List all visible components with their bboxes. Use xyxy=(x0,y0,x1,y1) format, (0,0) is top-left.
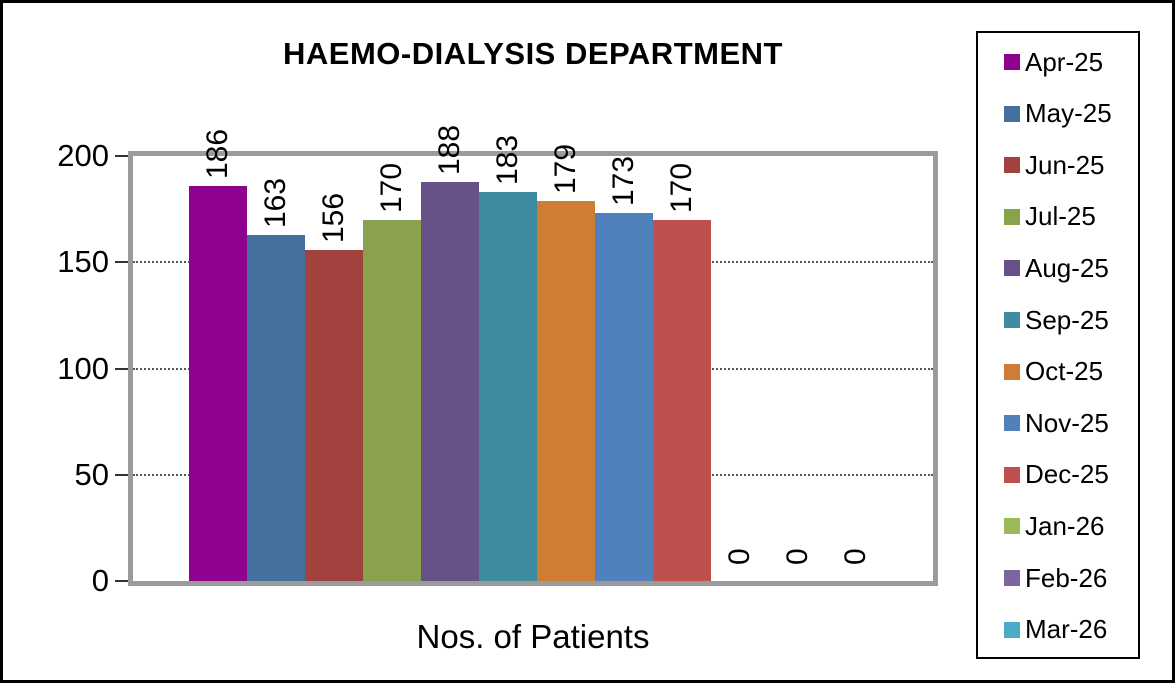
legend-swatch-apr-25 xyxy=(1004,54,1020,70)
legend-item-jan-26: Jan-26 xyxy=(1004,509,1105,543)
bar-value-label-oct-25: 179 xyxy=(549,143,582,194)
legend-item-jul-25: Jul-25 xyxy=(1004,200,1096,234)
y-axis-label-150: 150 xyxy=(57,244,109,280)
bar-value-label-apr-25: 186 xyxy=(201,128,234,179)
legend-swatch-may-25 xyxy=(1004,105,1020,122)
bar-aug-25 xyxy=(421,181,479,581)
legend-item-mar-26: Mar-26 xyxy=(1004,613,1107,647)
legend-swatch-feb-26 xyxy=(1004,570,1020,586)
bar-may-25 xyxy=(247,234,305,581)
legend-swatch-oct-25 xyxy=(1004,363,1020,380)
bar-sep-25 xyxy=(479,192,537,581)
bar-value-label-jun-25: 156 xyxy=(317,192,350,243)
bar-value-label-feb-26: 0 xyxy=(781,548,814,565)
bar-value-label-may-25: 163 xyxy=(259,177,292,228)
legend-label-sep-25: Sep-25 xyxy=(1025,304,1109,335)
bar-value-label-nov-25: 173 xyxy=(607,156,640,207)
legend-label-mar-26: Mar-26 xyxy=(1025,614,1108,645)
bar-value-label-jan-26: 0 xyxy=(723,548,756,565)
legend-item-jun-25: Jun-25 xyxy=(1004,148,1105,182)
legend-item-may-25: May-25 xyxy=(1004,97,1112,131)
legend-label-oct-25: Oct-25 xyxy=(1025,356,1104,387)
y-axis-tick-200 xyxy=(115,155,128,157)
legend-label-aug-25: Aug-25 xyxy=(1025,252,1109,283)
legend: Apr-25 May-25 Jun-25 Jul-25 Aug-25 Sep-25 Oct-… xyxy=(976,31,1140,659)
legend-label-may-25: May-25 xyxy=(1025,98,1112,129)
y-axis-label-0: 0 xyxy=(91,563,109,598)
bar-jul-25 xyxy=(363,219,421,581)
legend-label-jan-26: Jan-26 xyxy=(1025,510,1105,541)
plot-area xyxy=(128,151,938,586)
legend-item-nov-25: Nov-25 xyxy=(1004,406,1109,440)
chart-title: HAEMO-DIALYSIS DEPARTMENT xyxy=(283,36,783,71)
legend-item-aug-25: Aug-25 xyxy=(1004,251,1109,285)
legend-label-jul-25: Jul-25 xyxy=(1025,201,1096,232)
bar-value-label-aug-25: 188 xyxy=(433,124,466,175)
y-axis-tick-150 xyxy=(115,261,128,264)
legend-swatch-jun-25 xyxy=(1004,157,1020,174)
legend-label-apr-25: Apr-25 xyxy=(1025,46,1104,77)
bar-value-label-sep-25: 183 xyxy=(491,135,524,186)
legend-swatch-sep-25 xyxy=(1004,312,1020,328)
legend-item-sep-25: Sep-25 xyxy=(1004,303,1109,337)
y-axis-label-200: 200 xyxy=(57,138,109,173)
legend-item-apr-25: Apr-25 xyxy=(1004,45,1103,79)
bar-dec-25 xyxy=(653,219,711,581)
x-axis-title: Nos. of Patients xyxy=(416,618,650,655)
bar-value-label-mar-26: 0 xyxy=(839,548,872,565)
legend-swatch-dec-25 xyxy=(1004,466,1020,483)
legend-swatch-aug-25 xyxy=(1004,260,1020,277)
y-axis-tick-100 xyxy=(115,367,128,370)
bar-apr-25 xyxy=(189,185,247,581)
legend-swatch-nov-25 xyxy=(1004,415,1020,432)
legend-item-dec-25: Dec-25 xyxy=(1004,458,1109,492)
bar-oct-25 xyxy=(537,200,595,581)
bar-value-label-jul-25: 170 xyxy=(375,162,408,213)
y-axis-label-100: 100 xyxy=(57,350,109,386)
legend-item-feb-26: Feb-26 xyxy=(1004,561,1107,595)
bar-nov-25 xyxy=(595,213,653,581)
legend-label-feb-26: Feb-26 xyxy=(1025,562,1108,593)
y-axis-label-50: 50 xyxy=(74,456,109,492)
legend-label-nov-25: Nov-25 xyxy=(1025,407,1109,438)
legend-swatch-jul-25 xyxy=(1004,208,1020,225)
legend-swatch-jan-26 xyxy=(1004,518,1020,535)
bar-value-label-dec-25: 170 xyxy=(665,162,698,213)
legend-item-oct-25: Oct-25 xyxy=(1004,355,1103,389)
y-axis-tick-0 xyxy=(115,580,128,582)
legend-label-dec-25: Dec-25 xyxy=(1025,459,1109,490)
legend-swatch-mar-26 xyxy=(1004,621,1020,638)
bar-jun-25 xyxy=(305,249,363,581)
y-axis-tick-50 xyxy=(115,473,128,476)
legend-label-jun-25: Jun-25 xyxy=(1025,149,1105,180)
